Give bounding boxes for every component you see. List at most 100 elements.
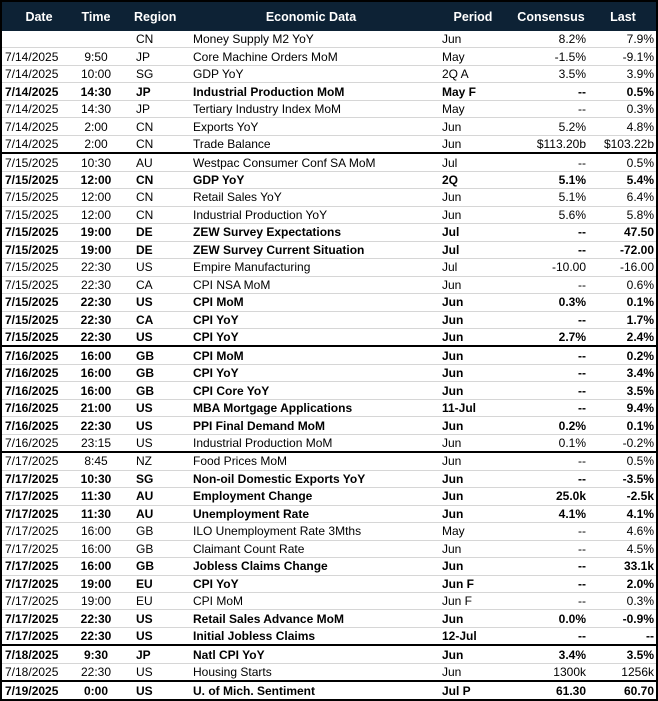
cell-date: 7/14/2025 <box>5 84 59 99</box>
cell-period: May <box>442 102 465 117</box>
cell-consensus: -- <box>578 84 586 99</box>
table-row[interactable]: 7/14/2025 2:00 CN Exports YoY Jun 5.2% 4… <box>2 118 656 136</box>
table-row[interactable]: 7/15/2025 12:00 CN GDP YoY 2Q 5.1% 5.4% <box>2 171 656 190</box>
cell-date: 7/15/2025 <box>5 190 59 205</box>
cell-time: 19:00 <box>80 225 112 240</box>
cell-last: 3.5% <box>626 383 654 398</box>
table-row[interactable]: 7/14/2025 2:00 CN Trade Balance Jun $113… <box>2 135 656 155</box>
cell-region: US <box>136 330 153 345</box>
table-row[interactable]: 7/15/2025 22:30 CA CPI YoY Jun -- 1.7% <box>2 311 656 329</box>
table-row[interactable]: 7/15/2025 19:00 DE ZEW Survey Current Si… <box>2 241 656 260</box>
cell-region: GB <box>136 366 154 381</box>
cell-consensus: -- <box>578 559 586 574</box>
table-row[interactable]: 7/15/2025 22:30 CA CPI NSA MoM Jun -- 0.… <box>2 276 656 295</box>
table-row[interactable]: CN Money Supply M2 YoY Jun 8.2% 7.9% <box>2 31 656 49</box>
cell-last: -9.1% <box>622 49 654 64</box>
cell-date: 7/15/2025 <box>5 207 59 222</box>
cell-time: 2:00 <box>84 137 108 152</box>
table-row[interactable]: 7/15/2025 12:00 CN Retail Sales YoY Jun … <box>2 189 656 207</box>
cell-time: 12:00 <box>80 172 112 187</box>
table-row[interactable]: 7/17/2025 8:45 NZ Food Prices MoM Jun --… <box>2 453 656 471</box>
cell-date: 7/16/2025 <box>5 401 59 416</box>
cell-time: 12:00 <box>80 207 112 222</box>
cell-date: 7/17/2025 <box>5 541 59 556</box>
cell-consensus: 3.5% <box>558 67 586 82</box>
cell-date: 7/15/2025 <box>5 242 59 257</box>
cell-region: AU <box>136 489 154 504</box>
table-row[interactable]: 7/17/2025 10:30 SG Non-oil Domestic Expo… <box>2 470 656 489</box>
cell-region: CN <box>136 137 154 152</box>
table-row[interactable]: 7/17/2025 16:00 GB Jobless Claims Change… <box>2 558 656 576</box>
table-row[interactable]: 7/14/2025 14:30 JP Tertiary Industry Ind… <box>2 100 656 119</box>
cell-last: 2.0% <box>626 576 654 591</box>
cell-economic-data: Exports YoY <box>193 119 259 134</box>
cell-consensus: 2.7% <box>558 330 586 345</box>
cell-last: 6.4% <box>626 190 654 205</box>
cell-economic-data: U. of Mich. Sentiment <box>193 683 316 698</box>
cell-date: 7/16/2025 <box>5 418 59 433</box>
cell-economic-data: GDP YoY <box>193 67 244 82</box>
cell-region: JP <box>136 647 151 662</box>
table-row[interactable]: 7/16/2025 21:00 US MBA Mortgage Applicat… <box>2 399 656 418</box>
cell-region: CN <box>136 207 154 222</box>
cell-time: 9:30 <box>83 647 109 662</box>
cell-last: 0.3% <box>626 594 654 609</box>
table-row[interactable]: 7/15/2025 12:00 CN Industrial Production… <box>2 206 656 225</box>
cell-date: 7/17/2025 <box>5 576 59 591</box>
cell-last: 9.4% <box>626 401 654 416</box>
table-row[interactable]: 7/19/2025 0:00 US U. of Mich. Sentiment … <box>2 682 656 699</box>
cell-last: 5.8% <box>626 207 654 222</box>
cell-date: 7/18/2025 <box>5 647 59 662</box>
cell-economic-data: Claimant Count Rate <box>193 541 305 556</box>
cell-economic-data: Non-oil Domestic Exports YoY <box>193 471 366 486</box>
cell-consensus: 3.4% <box>558 647 586 662</box>
cell-time: 16:00 <box>80 348 112 363</box>
table-row[interactable]: 7/17/2025 11:30 AU Employment Change Jun… <box>2 488 656 506</box>
table-row[interactable]: 7/16/2025 23:15 US Industrial Production… <box>2 434 656 454</box>
cell-region: US <box>136 295 153 310</box>
table-row[interactable]: 7/16/2025 16:00 GB CPI Core YoY Jun -- 3… <box>2 382 656 400</box>
cell-time: 0:00 <box>83 683 109 698</box>
table-row[interactable]: 7/16/2025 16:00 GB CPI YoY Jun -- 3.4% <box>2 364 656 383</box>
table-row[interactable]: 7/14/2025 14:30 JP Industrial Production… <box>2 83 656 101</box>
cell-last: 60.70 <box>623 683 654 698</box>
table-row[interactable]: 7/18/2025 22:30 US Housing Starts Jun 13… <box>2 663 656 683</box>
cell-region: CN <box>136 190 154 205</box>
cell-time: 16:00 <box>80 524 112 539</box>
table-row[interactable]: 7/15/2025 22:30 US CPI YoY Jun 2.7% 2.4% <box>2 328 656 348</box>
cell-last: 3.4% <box>626 366 654 381</box>
cell-time: 19:00 <box>80 242 112 257</box>
table-row[interactable]: 7/14/2025 9:50 JP Core Machine Orders Mo… <box>2 48 656 66</box>
cell-period: May F <box>442 84 477 99</box>
table-row[interactable]: 7/14/2025 10:00 SG GDP YoY 2Q A 3.5% 3.9… <box>2 65 656 84</box>
table-row[interactable]: 7/17/2025 16:00 GB Claimant Count Rate J… <box>2 540 656 559</box>
table-row[interactable]: 7/17/2025 19:00 EU CPI YoY Jun F -- 2.0% <box>2 575 656 593</box>
table-row[interactable]: 7/18/2025 9:30 JP Natl CPI YoY Jun 3.4% … <box>2 646 656 664</box>
table-row[interactable]: 7/15/2025 22:30 US Empire Manufacturing … <box>2 259 656 277</box>
table-row[interactable]: 7/17/2025 11:30 AU Unemployment Rate Jun… <box>2 505 656 524</box>
cell-region: AU <box>136 506 154 521</box>
table-row[interactable]: 7/15/2025 22:30 US CPI MoM Jun 0.3% 0.1% <box>2 294 656 312</box>
cell-consensus: -- <box>578 629 586 644</box>
cell-period: Jun <box>442 436 462 451</box>
table-row[interactable]: 7/15/2025 10:30 AU Westpac Consumer Conf… <box>2 154 656 172</box>
cell-date: 7/16/2025 <box>5 436 59 451</box>
table-row[interactable]: 7/15/2025 19:00 DE ZEW Survey Expectatio… <box>2 224 656 242</box>
cell-region: SG <box>136 471 154 486</box>
table-row[interactable]: 7/16/2025 16:00 GB CPI MoM Jun -- 0.2% <box>2 347 656 365</box>
cell-consensus: -1.5% <box>554 49 586 64</box>
cell-time: 11:30 <box>80 506 112 521</box>
cell-last: 4.1% <box>626 506 654 521</box>
table-row[interactable]: 7/17/2025 22:30 US Retail Sales Advance … <box>2 610 656 628</box>
cell-time: 22:30 <box>80 330 112 345</box>
table-row[interactable]: 7/17/2025 22:30 US Initial Jobless Claim… <box>2 627 656 647</box>
column-header-economic-data: Economic Data <box>265 9 357 24</box>
table-row[interactable]: 7/17/2025 16:00 GB ILO Unemployment Rate… <box>2 523 656 541</box>
table-row[interactable]: 7/17/2025 19:00 EU CPI MoM Jun F -- 0.3% <box>2 593 656 611</box>
cell-last: -3.5% <box>622 471 654 486</box>
cell-consensus: -- <box>578 225 586 240</box>
table-row[interactable]: 7/16/2025 22:30 US PPI Final Demand MoM … <box>2 417 656 435</box>
cell-consensus: 0.2% <box>558 418 586 433</box>
cell-region: US <box>136 629 153 644</box>
